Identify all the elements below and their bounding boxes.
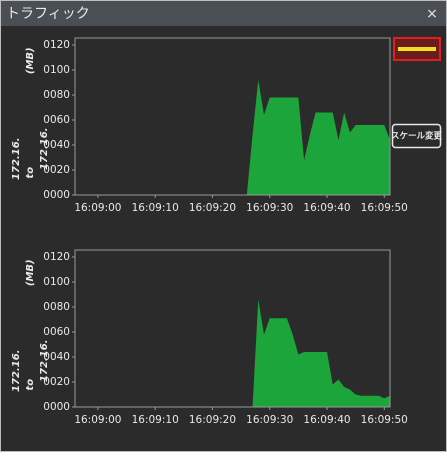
x-tick-label: 16:09:50 (361, 202, 408, 214)
y-tick-label: 0020 (43, 376, 70, 388)
scale-button[interactable] (391, 123, 442, 149)
source-label: 172.16. (11, 138, 22, 180)
y-axis-label: (MB) (25, 259, 36, 286)
source-label: to (25, 167, 36, 179)
x-tick-label: 16:09:30 (246, 202, 293, 214)
x-tick-label: 16:09:10 (132, 414, 179, 426)
y-tick-label: 0060 (43, 326, 70, 338)
y-tick-label: 0000 (43, 189, 70, 201)
y-tick-label: 0080 (43, 301, 70, 313)
close-button[interactable]: × (426, 6, 438, 22)
y-tick-label: 0040 (43, 351, 70, 363)
y-axis-label: (MB) (25, 47, 36, 74)
source-label: to (25, 379, 36, 391)
x-tick-label: 16:09:10 (132, 202, 179, 214)
y-tick-label: 0080 (43, 89, 70, 101)
title-bar (1, 1, 446, 26)
y-tick-label: 0020 (43, 164, 70, 176)
y-tick-label: 0120 (43, 251, 70, 263)
y-tick-label: 0040 (43, 139, 70, 151)
scale-button-label[interactable]: スケール変更 (391, 131, 443, 142)
plot-frame (74, 37, 391, 196)
x-tick-label: 16:09:00 (74, 202, 121, 214)
source-label: 172.16. (39, 340, 50, 382)
plot-frame (74, 249, 391, 408)
y-tick-label: 0100 (43, 276, 70, 288)
x-tick-label: 16:09:20 (189, 202, 236, 214)
x-tick-label: 16:09:00 (74, 414, 121, 426)
x-tick-label: 16:09:40 (303, 202, 350, 214)
y-tick-label: 0000 (43, 401, 70, 413)
source-label: 172.16. (11, 350, 22, 392)
y-tick-label: 0100 (43, 64, 70, 76)
area (75, 80, 390, 195)
x-tick-label: 16:09:50 (361, 414, 408, 426)
window-title: トラフィック (6, 6, 90, 22)
x-tick-label: 16:09:40 (303, 414, 350, 426)
x-tick-label: 16:09:20 (189, 414, 236, 426)
x-tick-label: 16:09:30 (246, 414, 293, 426)
area (75, 299, 390, 407)
y-tick-label: 0060 (43, 114, 70, 126)
source-label: 172.16. (39, 128, 50, 170)
y-tick-label: 0120 (43, 39, 70, 51)
